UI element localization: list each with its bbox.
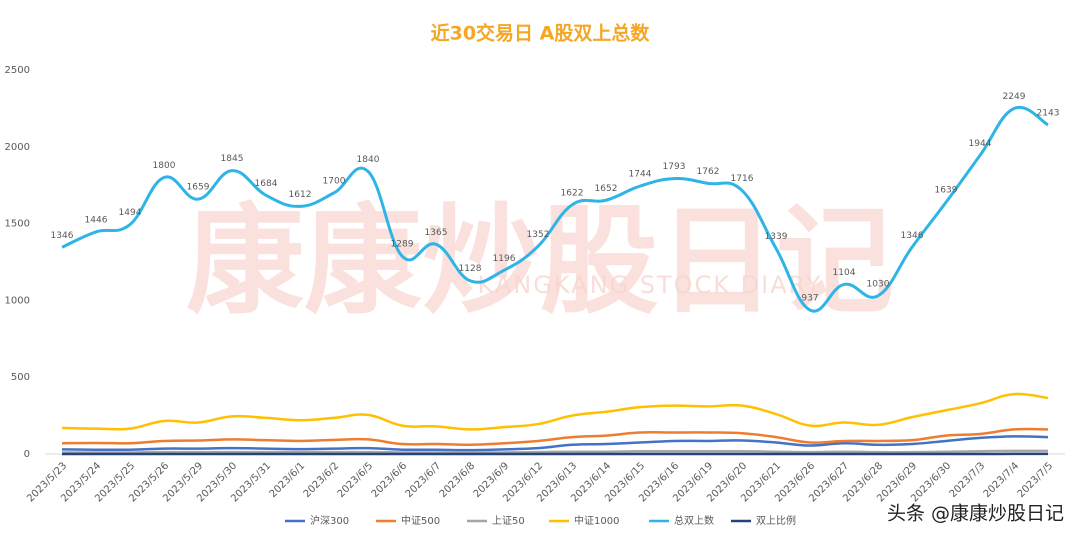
legend-label: 中证500 [401, 514, 440, 527]
credit: 头条 @康康炒股日记 [887, 503, 1064, 525]
series-line [61, 392, 1049, 431]
data-label: 937 [801, 294, 818, 304]
y-tick-label: 2000 [5, 142, 30, 153]
data-label: 1639 [935, 186, 958, 196]
series-line [61, 105, 1049, 313]
legend-label: 中证1000 [574, 514, 619, 527]
data-label: 1494 [119, 208, 142, 218]
data-label: 1622 [561, 188, 584, 198]
x-tick-label: 2023/6/2 [302, 460, 342, 500]
y-tick-label: 1500 [5, 219, 30, 230]
data-label: 1339 [765, 232, 788, 242]
data-label: 1612 [289, 190, 312, 200]
data-label: 2143 [1037, 108, 1060, 118]
data-label: 1446 [85, 215, 108, 225]
legend-label: 双上比例 [756, 514, 796, 527]
y-tick-label: 1000 [5, 295, 30, 306]
data-label: 1346 [901, 231, 924, 241]
data-label: 1652 [595, 184, 618, 194]
data-label: 1128 [459, 264, 482, 274]
y-tick-label: 500 [11, 372, 30, 383]
data-label: 1196 [493, 254, 516, 264]
chart-title: 近30交易日 A股双上总数 [431, 22, 651, 45]
data-label: 1104 [833, 268, 856, 278]
legend-label: 上证50 [492, 515, 525, 527]
data-label: 2249 [1003, 92, 1026, 102]
series-line [62, 449, 1049, 454]
data-label: 1684 [255, 179, 278, 189]
data-label: 1659 [187, 183, 210, 193]
data-label: 1289 [391, 240, 414, 250]
data-label: 1744 [629, 170, 652, 180]
data-label: 1352 [527, 230, 550, 240]
x-tick-label: 2023/6/1 [268, 460, 308, 500]
y-tick-label: 2500 [5, 65, 30, 76]
legend-label: 沪深300 [310, 514, 349, 527]
x-tick-label: 2023/7/3 [948, 460, 988, 500]
watermark-subtitle: KANGKANG STOCK DIARY [478, 271, 823, 299]
series-line [61, 427, 1049, 447]
watermark: 康康炒股日记 [186, 192, 894, 330]
x-tick-label: 2023/6/5 [336, 460, 376, 500]
data-label: 1365 [425, 228, 448, 238]
data-label: 1030 [867, 279, 890, 289]
data-label: 1700 [323, 176, 346, 186]
data-label: 1762 [697, 167, 720, 177]
data-label: 1793 [663, 162, 686, 172]
data-label: 1840 [357, 155, 380, 165]
data-label: 1716 [731, 174, 754, 184]
x-tick-label: 2023/7/5 [1016, 460, 1056, 500]
series-line [61, 435, 1049, 452]
data-label: 1944 [969, 139, 992, 149]
y-tick-label: 0 [24, 449, 30, 460]
x-tick-label: 2023/6/6 [370, 460, 410, 500]
data-label: 1845 [221, 154, 244, 164]
legend-label: 总双上数 [674, 514, 714, 527]
x-tick-label: 2023/6/8 [438, 460, 478, 500]
data-label: 1800 [153, 161, 176, 171]
x-tick-label: 2023/7/4 [982, 460, 1022, 500]
data-label: 1346 [51, 231, 74, 241]
x-tick-label: 2023/6/7 [404, 460, 444, 500]
